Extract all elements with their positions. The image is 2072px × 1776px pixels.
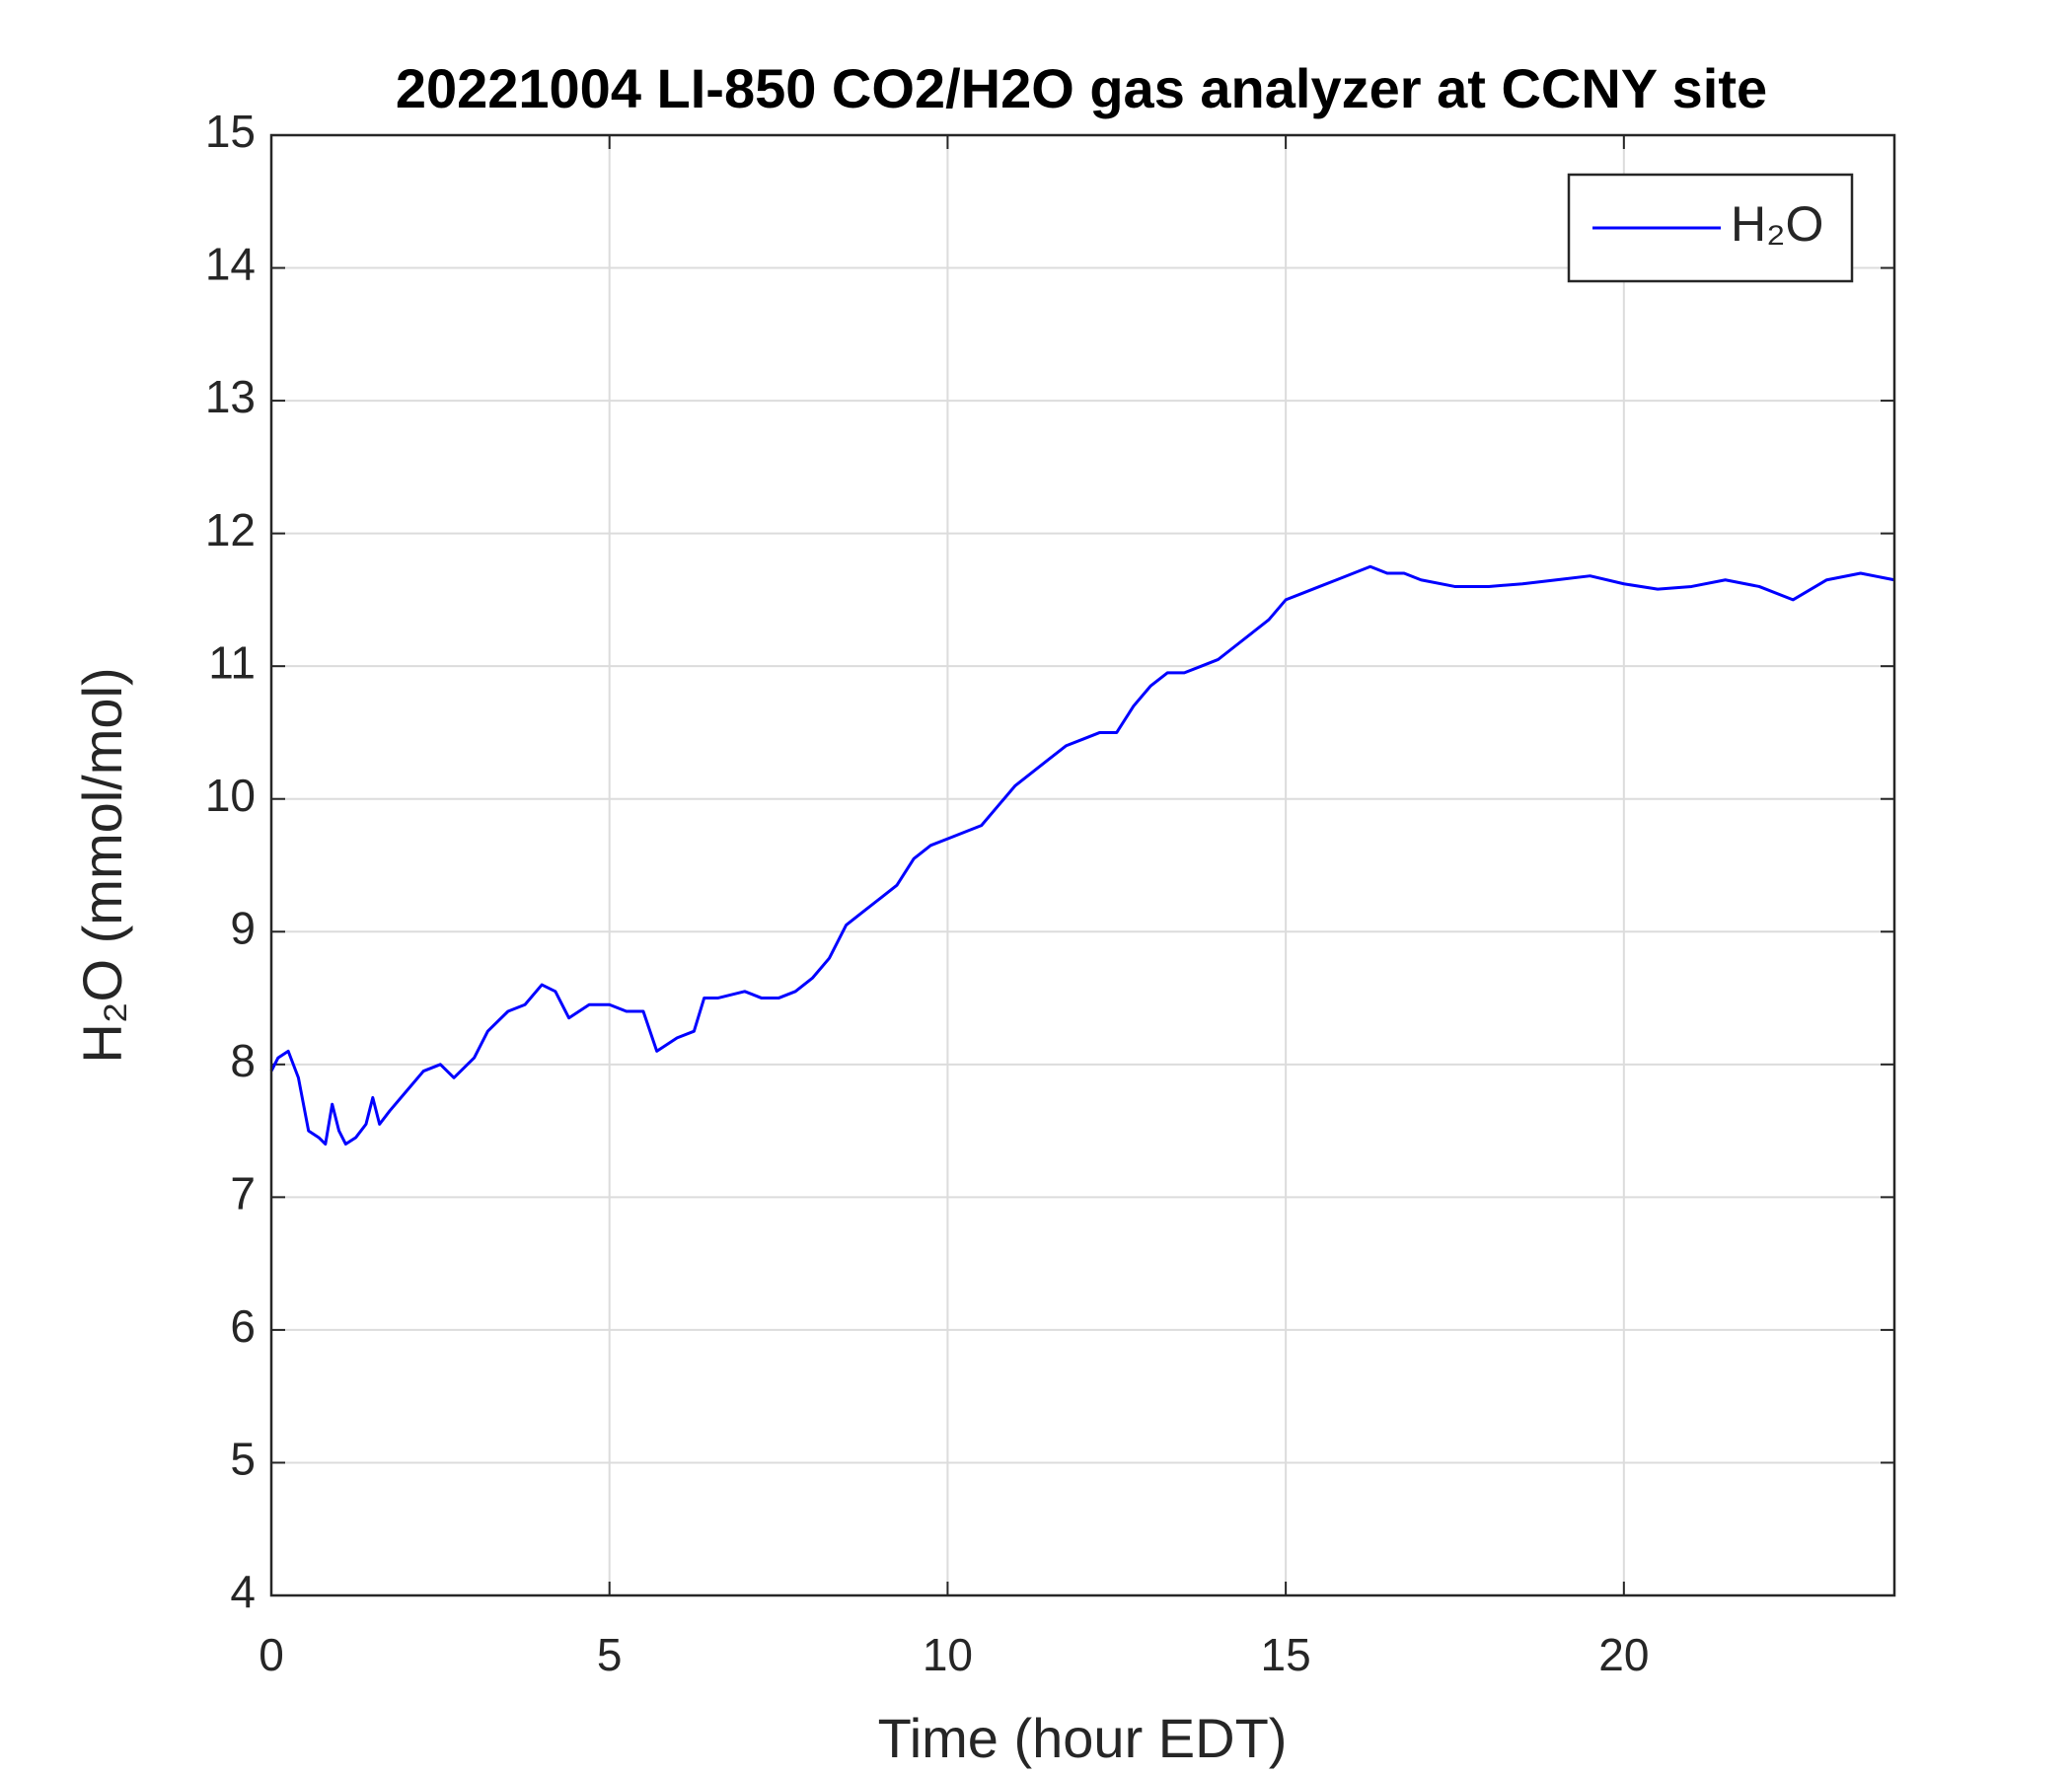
y-tick-label: 13 xyxy=(205,371,256,422)
x-tick-label: 5 xyxy=(597,1629,623,1680)
x-tick-label: 0 xyxy=(259,1629,284,1680)
y-tick-label: 8 xyxy=(230,1035,256,1086)
y-tick-label: 6 xyxy=(230,1300,256,1352)
y-tick-label: 9 xyxy=(230,902,256,953)
y-tick-label: 11 xyxy=(208,636,256,688)
axes-box xyxy=(269,133,1896,1597)
y-tick-label: 14 xyxy=(205,239,256,290)
y-tick-label: 15 xyxy=(205,106,256,157)
data-line xyxy=(269,564,1895,1147)
x-axis-label: Time (hour EDT) xyxy=(878,1707,1288,1769)
y-tick-label: 12 xyxy=(205,504,256,555)
y-tick-label: 4 xyxy=(230,1566,256,1617)
x-tick-label: 10 xyxy=(923,1629,973,1680)
legend-label: H₂O xyxy=(1731,196,1823,252)
x-tick-label: 15 xyxy=(1261,1629,1311,1680)
y-tick-label: 7 xyxy=(230,1168,256,1220)
y-tick-label: 10 xyxy=(205,770,256,821)
y-tick-label: 5 xyxy=(230,1434,256,1485)
chart-title: 20221004 LI-850 CO2/H2O gas analyzer at … xyxy=(396,57,1767,119)
y-axis-label: H₂O (mmol/mol) xyxy=(71,667,133,1063)
x-tick-label: 20 xyxy=(1598,1629,1649,1680)
